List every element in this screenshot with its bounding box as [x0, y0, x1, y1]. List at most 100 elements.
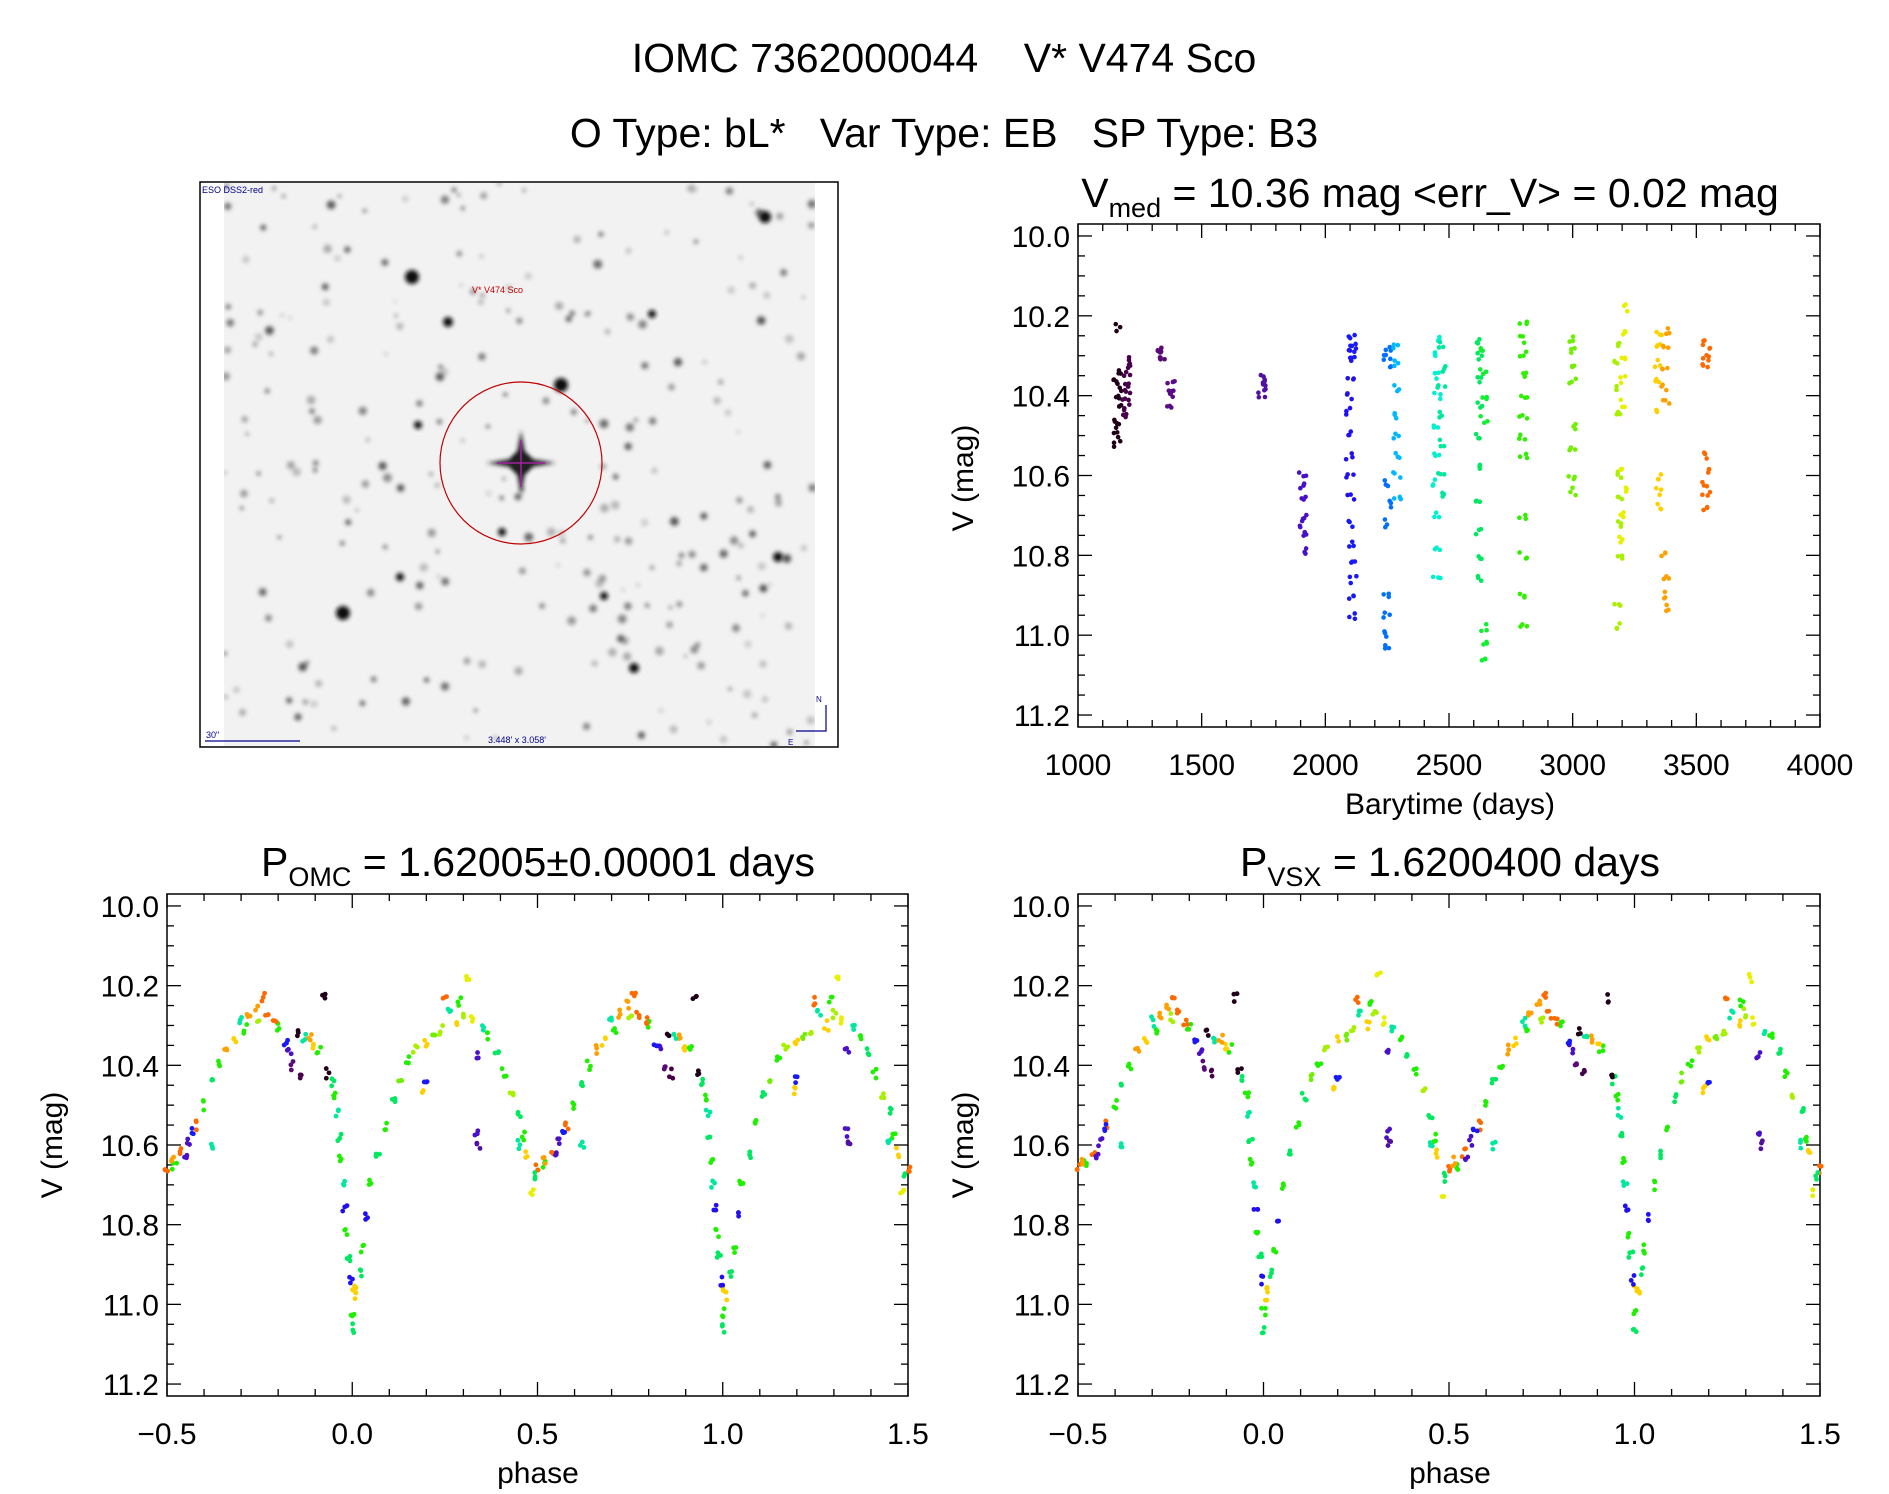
field-star: [555, 301, 564, 310]
data-point: [298, 1072, 304, 1078]
data-point: [1392, 412, 1398, 418]
data-point: [1116, 421, 1122, 427]
data-point: [1475, 350, 1480, 356]
data-point: [1433, 510, 1439, 515]
bright-star: [629, 663, 639, 673]
data-point: [1705, 1079, 1711, 1085]
data-point: [1617, 411, 1623, 417]
data-point: [1798, 1145, 1804, 1151]
data-point: [499, 1066, 505, 1072]
field-star: [265, 326, 274, 335]
field-star: [393, 313, 399, 318]
data-point: [1706, 358, 1711, 363]
data-point: [1262, 1312, 1268, 1318]
field-star: [288, 316, 292, 320]
data-point: [1517, 515, 1522, 520]
data-point: [1630, 1327, 1636, 1332]
field-star: [342, 495, 351, 504]
data-point: [1365, 1026, 1371, 1032]
data-point: [1630, 1249, 1636, 1255]
data-point: [1343, 412, 1349, 417]
data-point: [1706, 1037, 1712, 1043]
data-point: [1388, 500, 1394, 506]
field-star: [699, 563, 708, 572]
data-point: [1251, 1206, 1257, 1212]
data-point: [1314, 1061, 1320, 1067]
data-point: [1231, 999, 1237, 1004]
data-point: [216, 1062, 222, 1067]
data-point: [458, 995, 464, 1001]
data-point: [1186, 1026, 1192, 1032]
field-star: [736, 430, 741, 434]
data-point: [1568, 489, 1573, 495]
data-point: [723, 1289, 729, 1295]
data-point: [709, 1157, 715, 1163]
data-point: [1164, 404, 1170, 409]
data-point: [713, 1227, 719, 1233]
data-point: [1434, 376, 1439, 381]
data-point: [359, 1273, 364, 1279]
data-point: [1618, 475, 1624, 480]
data-point: [1337, 1074, 1342, 1080]
data-point: [1348, 355, 1354, 361]
data-point: [1654, 407, 1659, 413]
data-point: [562, 1129, 568, 1135]
phase-curve-vsx-panel: PVSX = 1.6200400 days phase V (mag) −0.5…: [947, 839, 1841, 1490]
data-point: [1382, 517, 1388, 522]
x-tick-label: 1.5: [1799, 1418, 1841, 1451]
data-point: [1574, 1061, 1579, 1067]
field-star: [396, 322, 404, 330]
data-point: [1205, 1033, 1211, 1038]
data-point: [348, 1312, 354, 1318]
data-point: [320, 992, 325, 998]
data-point: [1265, 1289, 1270, 1295]
data-point: [1705, 493, 1710, 498]
data-point: [1738, 1003, 1744, 1009]
data-point: [1093, 1155, 1099, 1161]
data-point: [1704, 456, 1709, 461]
data-point: [1522, 374, 1528, 379]
data-point: [1616, 494, 1621, 500]
field-star: [339, 540, 345, 546]
data-point: [1392, 358, 1397, 363]
data-point: [624, 998, 630, 1004]
data-point: [360, 1243, 366, 1249]
data-point: [342, 1227, 348, 1233]
data-point: [1383, 634, 1389, 639]
data-point: [812, 994, 817, 1000]
data-point: [645, 1024, 651, 1030]
data-point: [873, 1075, 879, 1081]
data-point: [1621, 510, 1626, 515]
data-point: [363, 1216, 369, 1222]
field-star: [648, 417, 657, 425]
data-point: [1740, 999, 1746, 1005]
data-point: [1518, 432, 1523, 438]
data-point: [1666, 401, 1672, 406]
data-point: [580, 1083, 585, 1089]
data-point: [1350, 454, 1355, 460]
bright-star: [600, 592, 608, 600]
data-point: [1441, 1194, 1447, 1199]
data-point: [720, 1314, 726, 1320]
data-point: [310, 1045, 316, 1051]
field-star: [719, 735, 728, 744]
data-point: [1299, 518, 1305, 524]
data-point: [1432, 370, 1438, 376]
field-star: [694, 642, 701, 648]
data-point: [1253, 1184, 1259, 1190]
data-point: [1095, 1151, 1101, 1157]
data-point: [1652, 1187, 1657, 1193]
data-point: [1477, 462, 1483, 468]
data-point: [1463, 1146, 1469, 1152]
data-point: [594, 1051, 600, 1056]
data-point: [1391, 1024, 1397, 1030]
data-point: [1440, 344, 1446, 350]
field-star: [655, 646, 664, 656]
data-point: [808, 1031, 814, 1036]
field-star: [494, 736, 498, 740]
data-point: [1655, 501, 1660, 507]
field-star: [676, 601, 683, 608]
field-star: [480, 293, 485, 298]
data-point: [309, 1032, 314, 1037]
data-point: [329, 1083, 335, 1089]
